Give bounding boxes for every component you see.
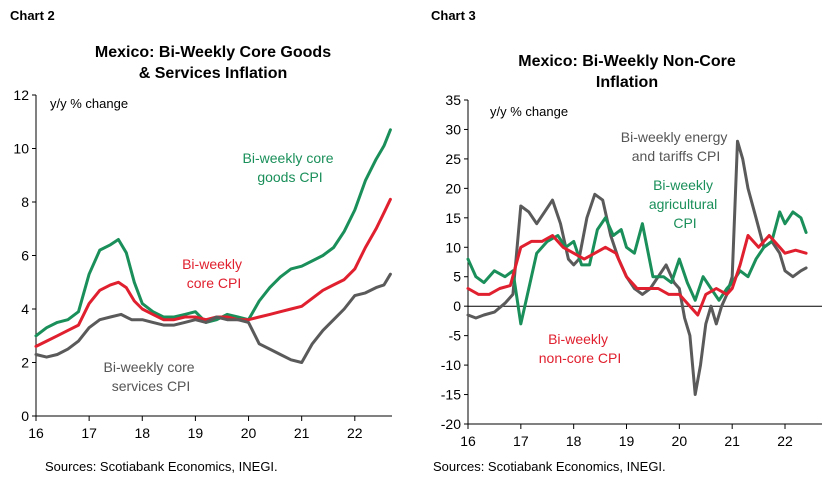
y-tick-label: 12 xyxy=(13,87,29,103)
series-line-bi-weekly-non-core-cpi xyxy=(466,234,808,317)
series-line-bi-weekly-agricultural-cpi xyxy=(466,210,808,326)
chart-2-services-label: Bi-weekly core services CPI xyxy=(104,359,199,394)
chart-3-title-line1: Mexico: Bi-Weekly Non-Core xyxy=(518,53,736,70)
y-tick-label: -10 xyxy=(441,357,461,373)
y-tick-label: 10 xyxy=(13,141,29,157)
series-line-bi-weekly-energy-and-tariffs-cpi xyxy=(466,139,808,396)
chart-3-x-axis: 16 17 18 19 20 21 22 xyxy=(460,424,793,449)
y-tick-label: 25 xyxy=(445,151,461,167)
x-tick-label: 22 xyxy=(777,433,793,449)
chart-2-label: Chart 2 xyxy=(10,8,55,23)
chart-3: Chart 3 Mexico: Bi-Weekly Non-Core Infla… xyxy=(431,8,822,474)
chart-3-agricultural-label: Bi-weekly agricultural CPI xyxy=(649,177,721,231)
x-tick-label: 22 xyxy=(347,425,363,441)
x-tick-label: 21 xyxy=(724,433,740,449)
chart-3-energy-label: Bi-weekly energy and tariffs CPI xyxy=(621,129,732,164)
y-tick-label: 15 xyxy=(445,210,461,226)
chart-3-noncore-label: Bi-weekly non-core CPI xyxy=(539,331,621,366)
x-tick-label: 20 xyxy=(241,425,257,441)
y-tick-label: -15 xyxy=(441,387,461,403)
chart-3-source: Sources: Scotiabank Economics, INEGI. xyxy=(433,459,666,474)
chart-2-source: Sources: Scotiabank Economics, INEGI. xyxy=(45,459,278,474)
x-tick-label: 17 xyxy=(81,425,97,441)
x-tick-label: 19 xyxy=(188,425,204,441)
chart-2-goods-label: Bi-weekly core goods CPI xyxy=(243,150,338,185)
y-tick-label: 30 xyxy=(445,121,461,137)
y-tick-label: -20 xyxy=(441,416,461,432)
x-tick-label: 17 xyxy=(513,433,529,449)
y-tick-label: 0 xyxy=(453,298,461,314)
chart-3-label: Chart 3 xyxy=(431,8,476,23)
x-tick-label: 19 xyxy=(619,433,635,449)
chart-2-core-label: Bi-weekly core CPI xyxy=(182,256,246,291)
y-tick-label: 8 xyxy=(21,194,29,210)
x-tick-label: 21 xyxy=(294,425,310,441)
chart-2-series xyxy=(34,128,392,364)
y-tick-label: 20 xyxy=(445,180,461,196)
chart-3-unit-label: y/y % change xyxy=(490,104,568,119)
x-tick-label: 18 xyxy=(134,425,150,441)
chart-2-x-axis: 16 17 18 19 20 21 22 xyxy=(28,416,363,441)
x-tick-label: 18 xyxy=(566,433,582,449)
chart-2-title-line1: Mexico: Bi-Weekly Core Goods xyxy=(95,44,331,61)
y-tick-label: 6 xyxy=(21,248,29,264)
x-tick-label: 16 xyxy=(28,425,44,441)
chart-3-series xyxy=(466,139,808,396)
chart-3-y-axis: -20 -15 -10 -5 0 5 10 15 20 25 30 35 xyxy=(441,92,468,432)
chart-2-y-axis: 0 2 4 6 8 10 12 xyxy=(13,87,36,424)
y-tick-label: 4 xyxy=(21,301,29,317)
chart-3-title-line2: Inflation xyxy=(596,74,658,91)
chart-2-title-line2: & Services Inflation xyxy=(139,65,288,82)
y-tick-label: 35 xyxy=(445,92,461,108)
x-tick-label: 16 xyxy=(460,433,476,449)
y-tick-label: 5 xyxy=(453,269,461,285)
y-tick-label: -5 xyxy=(449,328,462,344)
chart-2: Chart 2 Mexico: Bi-Weekly Core Goods & S… xyxy=(10,8,392,474)
y-tick-label: 0 xyxy=(21,408,29,424)
x-tick-label: 20 xyxy=(672,433,688,449)
series-line-bi-weekly-core-services-cpi xyxy=(34,272,392,364)
y-tick-label: 10 xyxy=(445,239,461,255)
y-tick-label: 2 xyxy=(21,355,29,371)
chart-2-unit-label: y/y % change xyxy=(50,96,128,111)
